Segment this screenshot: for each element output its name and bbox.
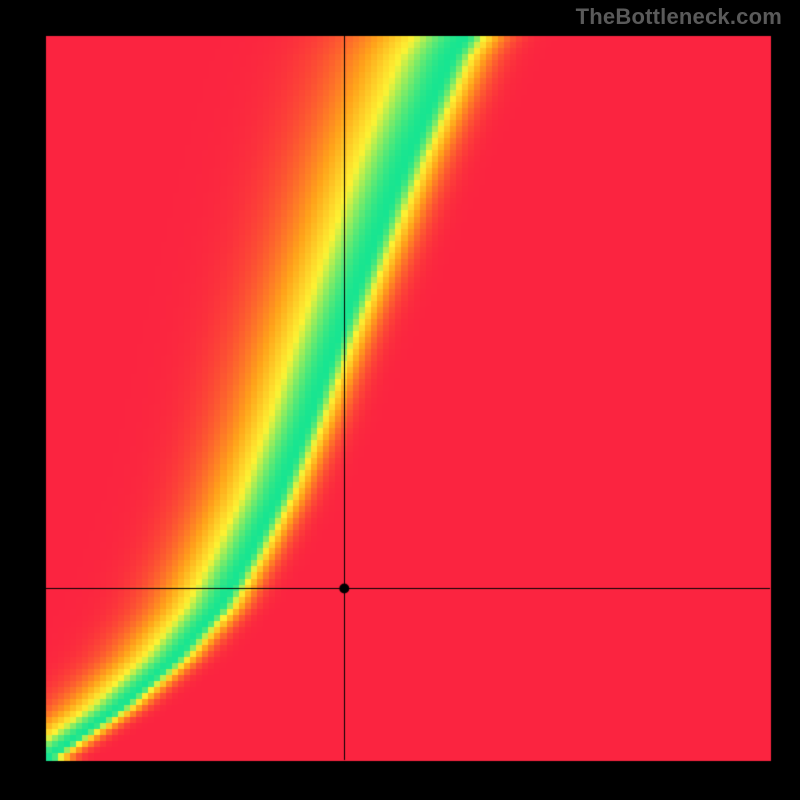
watermark-label: TheBottleneck.com (576, 4, 782, 30)
chart-container: TheBottleneck.com (0, 0, 800, 800)
bottleneck-heatmap (0, 0, 800, 800)
